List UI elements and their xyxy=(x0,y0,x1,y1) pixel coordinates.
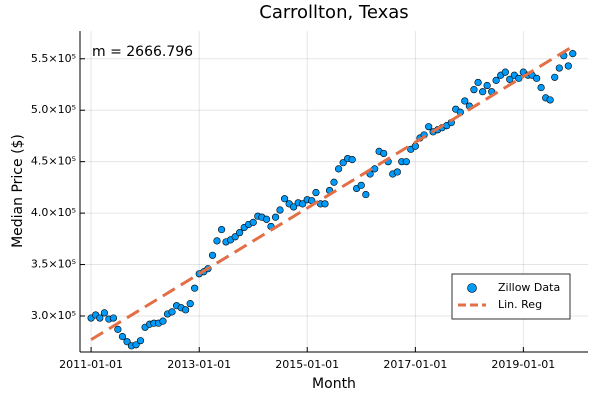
data-point xyxy=(425,123,433,131)
y-axis-label: Median Price ($) xyxy=(10,134,26,248)
data-point xyxy=(100,309,109,317)
data-point xyxy=(501,68,509,76)
data-point xyxy=(321,200,329,208)
data-point xyxy=(569,50,577,58)
data-point xyxy=(312,188,320,197)
data-point xyxy=(118,332,127,341)
y-tick-label: 3.0×10⁵ xyxy=(31,309,76,322)
data-point xyxy=(271,213,280,221)
data-point xyxy=(182,306,190,314)
data-point xyxy=(123,338,131,346)
data-point xyxy=(362,190,370,199)
data-point xyxy=(555,64,563,72)
data-point xyxy=(236,229,244,237)
x-tick-label: 2011-01-01 xyxy=(59,358,123,371)
data-point xyxy=(371,165,379,173)
regression-line xyxy=(90,45,574,341)
data-point xyxy=(474,78,482,87)
data-point xyxy=(96,314,104,322)
data-point xyxy=(231,233,239,241)
data-point xyxy=(114,325,122,333)
data-point xyxy=(330,178,338,186)
y-tick-label: 4.0×10⁵ xyxy=(31,206,76,219)
data-point xyxy=(136,337,145,345)
data-point xyxy=(299,200,307,208)
data-point xyxy=(537,83,545,92)
data-point xyxy=(357,181,365,189)
data-point xyxy=(402,158,410,166)
data-point xyxy=(280,195,289,203)
legend-box xyxy=(451,273,571,320)
data-point xyxy=(461,97,469,105)
data-point xyxy=(290,203,298,211)
data-point xyxy=(339,159,347,167)
data-point xyxy=(483,81,491,90)
annotation: m = 2666.796 xyxy=(92,44,193,60)
data-point xyxy=(515,74,523,82)
legend-label: Zillow Data xyxy=(498,281,560,294)
data-point xyxy=(191,284,199,292)
data-point xyxy=(479,88,487,96)
data-point xyxy=(217,225,226,234)
chart-title: Carrollton, Texas xyxy=(259,2,408,23)
x-tick-label: 2019-01-01 xyxy=(491,358,555,371)
data-point xyxy=(492,76,500,84)
data-point xyxy=(551,73,559,81)
data-point xyxy=(393,168,401,176)
data-point xyxy=(380,149,388,158)
x-tick-label: 2017-01-01 xyxy=(383,358,447,371)
x-tick-label: 2015-01-01 xyxy=(275,358,339,371)
y-tick-label: 3.5×10⁵ xyxy=(31,258,76,271)
data-point xyxy=(334,165,343,173)
data-point xyxy=(132,341,140,349)
data-point xyxy=(208,251,217,259)
data-point xyxy=(506,75,514,83)
y-tick-label: 5.5×10⁵ xyxy=(31,52,76,65)
data-point xyxy=(249,218,257,226)
y-tick-label: 4.5×10⁵ xyxy=(31,155,76,168)
legend-swatch xyxy=(467,283,477,293)
data-point xyxy=(109,314,118,322)
data-point xyxy=(168,308,176,316)
x-axis-label: Month xyxy=(312,376,356,392)
data-point xyxy=(262,215,271,223)
legend-label: Lin. Reg xyxy=(498,298,542,311)
data-point xyxy=(348,156,356,164)
x-tick-label: 2013-01-01 xyxy=(167,358,231,371)
data-point xyxy=(276,206,284,214)
data-point xyxy=(533,74,541,82)
data-point xyxy=(159,317,167,325)
y-tick-label: 5.0×10⁵ xyxy=(31,103,76,116)
data-point xyxy=(470,86,478,94)
data-point xyxy=(213,237,221,245)
data-point xyxy=(186,300,194,308)
data-point xyxy=(546,96,554,104)
data-point xyxy=(564,62,572,70)
